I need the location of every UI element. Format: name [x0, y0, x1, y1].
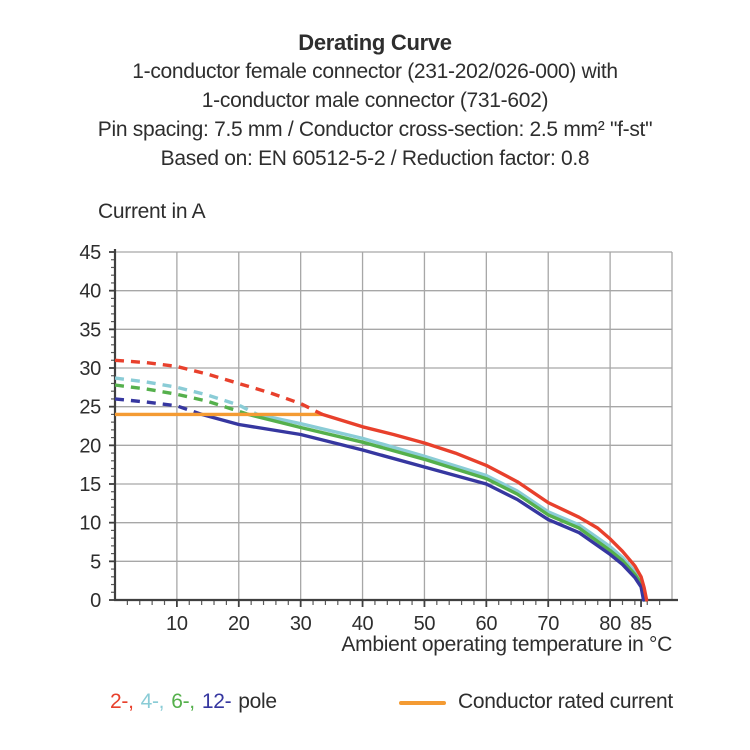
curve-4-pole-solid — [255, 412, 648, 602]
chart-legend: 2-, 4-, 6-, 12- pole Conductor rated current — [0, 690, 750, 720]
y-tick-label: 10 — [79, 513, 101, 535]
x-tick-label: 20 — [228, 613, 250, 635]
x-tick-label: 70 — [537, 613, 559, 635]
chart-header: Derating Curve 1-conductor female connec… — [0, 28, 750, 173]
y-tick-label: 5 — [90, 551, 101, 573]
legend-pole-segment: 4-, — [140, 690, 165, 713]
y-tick-label: 45 — [79, 242, 101, 264]
x-tick-label: 80 — [599, 613, 621, 635]
curve-4-pole-dashed — [114, 376, 259, 416]
y-tick-label: 40 — [79, 281, 101, 303]
legend-pole-segment: 2-, — [110, 690, 134, 713]
rated-current-label: Conductor rated current — [458, 690, 673, 713]
curve-6-pole-dashed — [114, 383, 249, 417]
chart-subtitle-line-1: 1-conductor female connector (231-202/02… — [132, 60, 618, 83]
y-tick-label: 0 — [90, 590, 101, 612]
y-tick-label: 15 — [79, 474, 101, 496]
x-tick-label: 40 — [352, 613, 374, 635]
y-tick-label: 20 — [79, 435, 101, 457]
legend-pole-group: 2-, 4-, 6-, 12- pole — [110, 690, 284, 714]
x-axis-title: Ambient operating temperature in °C — [341, 633, 672, 656]
x-tick-label: 50 — [414, 613, 436, 635]
curve-2-pole-solid — [320, 412, 649, 602]
chart-subtitle-line-3: Pin spacing: 7.5 mm / Conductor cross-se… — [97, 118, 653, 141]
curve-6-pole-solid — [246, 412, 647, 602]
legend-pole-segment: 6-, — [171, 690, 195, 713]
curve-12-pole-solid — [199, 412, 646, 602]
curve-2-pole-dashed — [114, 358, 324, 416]
chart-subtitle-line-2: 1-conductor male connector (731-602) — [201, 89, 549, 112]
x-tick-label: 30 — [290, 613, 312, 635]
derating-chart: 10 20 30 40 50 60 70 80 85 0 5 10 15 20 25 30 35 40 45 — [79, 242, 678, 635]
y-axis-title: Current in A — [98, 200, 206, 223]
y-tick-label: 30 — [79, 358, 101, 380]
x-tick-label: 85 — [630, 613, 652, 635]
x-tick-label: 10 — [166, 613, 188, 635]
x-tick-label: 60 — [476, 613, 498, 635]
rated-current-line-swatch — [399, 701, 446, 705]
legend-pole-segment: pole — [238, 690, 277, 713]
chart-title: Derating Curve — [298, 30, 452, 55]
legend-pole-segment: 12- — [201, 690, 232, 713]
y-tick-label: 25 — [79, 397, 101, 419]
chart-subtitle-line-4: Based on: EN 60512-5-2 / Reduction facto… — [160, 147, 590, 170]
legend-rated-current: Conductor rated current — [399, 690, 673, 714]
y-tick-label: 35 — [79, 319, 101, 341]
